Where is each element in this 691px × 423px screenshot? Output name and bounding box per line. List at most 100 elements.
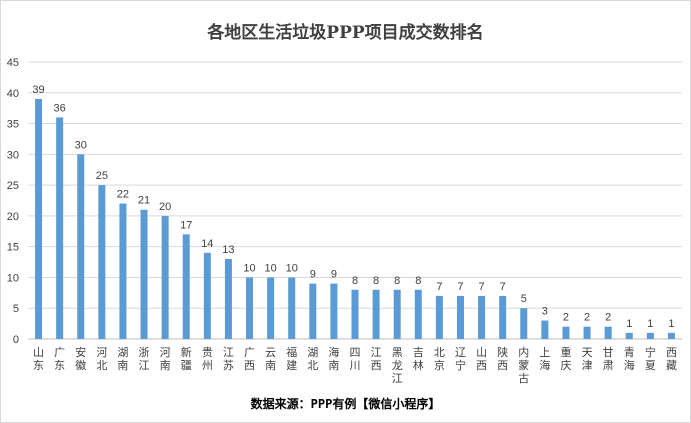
category-label: 陕西 (497, 345, 508, 372)
bar (182, 234, 190, 339)
category-label: 江西 (371, 346, 382, 372)
data-label: 9 (310, 269, 316, 281)
category-label: 新疆 (181, 345, 192, 372)
bar (646, 332, 654, 339)
category-label: 安徽 (75, 345, 86, 372)
category-label: 广东 (54, 346, 65, 372)
y-tick-label: 45 (7, 57, 19, 69)
chart-title: 各地区生活垃圾PPP项目成交数排名 (207, 23, 484, 43)
data-label: 22 (117, 189, 129, 201)
category-label: 上海 (539, 346, 550, 372)
y-tick-label: 5 (13, 303, 19, 315)
bar (119, 203, 127, 339)
bar (562, 326, 570, 339)
bar (288, 277, 296, 339)
bar (414, 289, 422, 339)
data-label: 2 (605, 312, 611, 324)
category-label: 湖南 (117, 346, 128, 372)
bar (583, 326, 591, 339)
data-label: 7 (500, 281, 506, 293)
data-label: 1 (647, 318, 653, 330)
category-label: 福建 (286, 345, 297, 372)
category-label: 山东 (33, 346, 44, 372)
data-label: 7 (436, 281, 442, 293)
category-label: 云南 (265, 346, 276, 372)
category-label: 内蒙古 (518, 345, 529, 385)
data-label: 20 (159, 201, 171, 213)
category-label: 西藏 (666, 346, 677, 372)
data-label: 10 (286, 262, 298, 274)
y-tick-label: 35 (7, 119, 19, 131)
data-label: 2 (584, 312, 590, 324)
category-label: 辽宁 (455, 346, 466, 372)
category-label: 青海 (624, 346, 635, 372)
data-label: 8 (373, 275, 379, 287)
bar (625, 332, 633, 339)
data-label: 13 (222, 244, 234, 256)
bar (541, 320, 549, 339)
bar (351, 289, 359, 339)
data-label: 10 (264, 262, 276, 274)
bar (77, 154, 85, 339)
bar (140, 209, 148, 339)
y-tick-label: 30 (7, 149, 19, 161)
category-label: 河北 (96, 346, 107, 372)
bar (478, 295, 486, 339)
data-label: 14 (201, 238, 213, 250)
category-label: 天津 (582, 346, 593, 372)
bar (267, 277, 275, 339)
bar (246, 277, 254, 339)
bar (309, 283, 317, 339)
category-label: 广西 (244, 346, 255, 372)
bar (161, 215, 169, 339)
data-label: 36 (54, 102, 66, 114)
data-label: 17 (180, 219, 192, 231)
bar (224, 258, 232, 339)
category-label: 浙江 (139, 346, 150, 372)
data-label: 5 (521, 293, 527, 305)
data-label: 9 (331, 269, 337, 281)
bar (499, 295, 507, 339)
y-tick-label: 15 (7, 242, 19, 254)
data-label: 39 (32, 84, 44, 96)
bar (667, 332, 675, 339)
data-label: 30 (75, 139, 87, 151)
data-label: 1 (668, 318, 674, 330)
bar (435, 295, 443, 339)
y-tick-label: 10 (7, 272, 19, 284)
category-label: 甘肃 (603, 346, 614, 372)
bar (372, 289, 380, 339)
category-label: 河南 (160, 346, 171, 372)
category-label: 北京 (434, 346, 445, 372)
category-label: 四川 (350, 346, 361, 372)
bar (456, 295, 464, 339)
category-label: 重庆 (560, 345, 571, 372)
source-note: 数据来源：PPP有例【微信小程序】 (250, 397, 441, 411)
bar (98, 185, 106, 339)
y-tick-label: 25 (7, 180, 19, 192)
category-label: 江苏 (223, 346, 234, 372)
category-label: 贵州 (202, 346, 213, 372)
bar (393, 289, 401, 339)
data-label: 3 (542, 306, 548, 318)
y-tick-label: 20 (7, 211, 19, 223)
y-tick-label: 40 (7, 88, 19, 100)
data-label: 25 (96, 170, 108, 182)
data-label: 7 (479, 281, 485, 293)
category-label: 宁夏 (645, 345, 656, 372)
bar (56, 117, 64, 340)
bar (604, 326, 612, 339)
category-label: 湖北 (307, 346, 318, 372)
data-label: 8 (394, 275, 400, 287)
bar (330, 283, 338, 339)
category-label: 黑龙江 (392, 346, 403, 385)
bar (520, 308, 528, 339)
category-label: 海南 (328, 345, 339, 372)
data-label: 10 (243, 262, 255, 274)
bar (203, 252, 211, 339)
data-label: 8 (352, 275, 358, 287)
y-tick-label: 0 (13, 334, 19, 346)
data-label: 2 (563, 312, 569, 324)
